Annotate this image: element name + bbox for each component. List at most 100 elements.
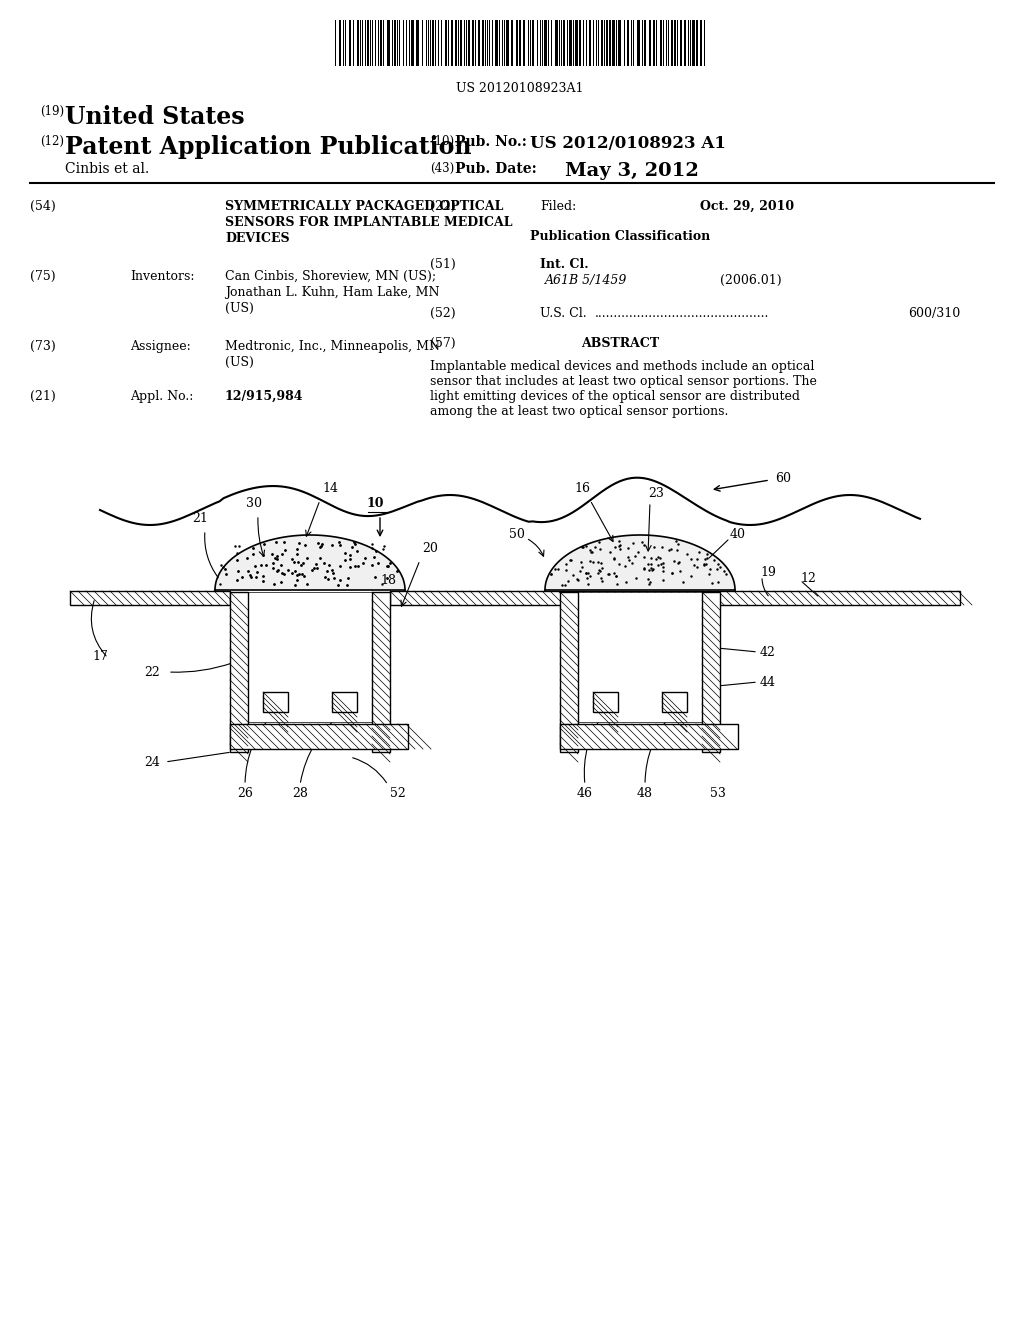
Text: Pub. Date:: Pub. Date: (455, 162, 537, 176)
Text: Inventors:: Inventors: (130, 271, 195, 282)
Bar (575, 20, 578, 66)
Text: 12/915,984: 12/915,984 (225, 389, 303, 403)
Bar (372, 591, 390, 752)
Text: 38: 38 (580, 676, 596, 689)
Text: US 2012/0108923 A1: US 2012/0108923 A1 (530, 135, 726, 152)
Bar (560, 591, 578, 752)
Text: 50: 50 (509, 528, 525, 541)
Bar (70, 591, 230, 605)
Text: 53: 53 (710, 787, 726, 800)
Text: 24: 24 (144, 755, 160, 768)
Text: 23: 23 (648, 487, 664, 500)
Text: 12: 12 (800, 572, 816, 585)
Bar (601, 20, 603, 66)
Text: ABSTRACT: ABSTRACT (581, 337, 659, 350)
Bar (589, 20, 591, 66)
Text: (US): (US) (225, 302, 254, 315)
Text: 600/310: 600/310 (907, 308, 961, 319)
Bar (702, 591, 720, 752)
Bar (349, 20, 351, 66)
Polygon shape (215, 535, 406, 590)
Bar (387, 20, 390, 66)
Polygon shape (545, 535, 735, 590)
Text: (54): (54) (30, 201, 55, 213)
Bar (357, 20, 359, 66)
Text: (10): (10) (430, 135, 454, 148)
Text: Implantable medical devices and methods include an optical: Implantable medical devices and methods … (430, 360, 814, 374)
Bar (495, 20, 498, 66)
Text: (51): (51) (430, 257, 456, 271)
Bar (380, 20, 382, 66)
Text: A61B 5/1459: A61B 5/1459 (545, 275, 628, 286)
Text: 21: 21 (193, 512, 208, 525)
Bar (660, 20, 662, 66)
Text: Appl. No.:: Appl. No.: (130, 389, 194, 403)
Bar (506, 20, 509, 66)
Text: among the at least two optical sensor portions.: among the at least two optical sensor po… (430, 405, 728, 418)
Bar (330, 18, 710, 69)
Bar (460, 20, 462, 66)
Bar (367, 20, 369, 66)
Bar (700, 20, 702, 66)
Text: U.S. Cl.: U.S. Cl. (540, 308, 587, 319)
Bar (563, 20, 565, 66)
Text: Int. Cl.: Int. Cl. (540, 257, 589, 271)
Bar (451, 20, 453, 66)
Bar (612, 20, 615, 66)
Text: (73): (73) (30, 341, 55, 352)
Text: 16: 16 (574, 482, 590, 495)
Text: (75): (75) (30, 271, 55, 282)
Text: (22): (22) (430, 201, 456, 213)
Bar (671, 20, 673, 66)
Text: (21): (21) (30, 389, 55, 403)
Text: Oct. 29, 2010: Oct. 29, 2010 (700, 201, 795, 213)
Text: Filed:: Filed: (540, 201, 577, 213)
Text: Cinbis et al.: Cinbis et al. (65, 162, 150, 176)
Text: (12): (12) (40, 135, 63, 148)
Text: 60: 60 (775, 471, 791, 484)
Bar (637, 20, 640, 66)
Bar (680, 20, 682, 66)
Text: (43): (43) (430, 162, 455, 176)
Text: 44: 44 (760, 676, 776, 689)
Bar (332, 692, 357, 711)
Bar (555, 20, 558, 66)
Text: 22: 22 (144, 665, 160, 678)
Text: 48: 48 (637, 787, 653, 800)
Text: 19: 19 (760, 566, 776, 579)
Bar (230, 591, 248, 752)
Bar (627, 20, 629, 66)
Bar (455, 20, 457, 66)
Text: DEVICES: DEVICES (225, 232, 290, 246)
Text: Patent Application Publication: Patent Application Publication (65, 135, 471, 158)
Bar (523, 20, 525, 66)
Bar (579, 20, 581, 66)
Text: 20: 20 (422, 543, 438, 554)
Bar (519, 20, 521, 66)
Text: Jonathan L. Kuhn, Ham Lake, MN: Jonathan L. Kuhn, Ham Lake, MN (225, 286, 439, 300)
Text: 42: 42 (760, 645, 776, 659)
Bar (606, 20, 608, 66)
Text: 40: 40 (730, 528, 746, 541)
Text: May 3, 2012: May 3, 2012 (565, 162, 698, 180)
Bar (662, 692, 687, 711)
Text: (19): (19) (40, 106, 65, 117)
Bar (390, 591, 961, 605)
Text: sensor that includes at least two optical sensor portions. The: sensor that includes at least two optica… (430, 375, 817, 388)
Bar (411, 20, 414, 66)
Bar (432, 20, 434, 66)
Text: (52): (52) (430, 308, 456, 319)
Bar (532, 20, 534, 66)
Bar (416, 20, 419, 66)
Text: Assignee:: Assignee: (130, 341, 190, 352)
Text: (57): (57) (430, 337, 456, 350)
Text: 17: 17 (92, 649, 108, 663)
Bar (468, 20, 470, 66)
Bar (696, 20, 698, 66)
Bar (445, 20, 447, 66)
Bar (511, 20, 513, 66)
Text: light emitting devices of the optical sensor are distributed: light emitting devices of the optical se… (430, 389, 800, 403)
Bar (649, 20, 651, 66)
Bar (618, 20, 621, 66)
Text: SYMMETRICALLY PACKAGED OPTICAL: SYMMETRICALLY PACKAGED OPTICAL (225, 201, 504, 213)
